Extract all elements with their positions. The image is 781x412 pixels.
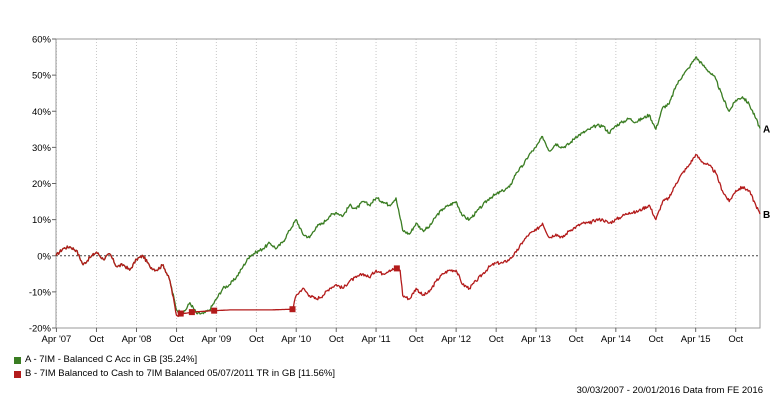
x-tick-label: Apr '11: [362, 334, 391, 345]
x-tick-label: Oct: [409, 334, 424, 345]
legend-label-a: A - 7IM - Balanced C Acc in GB [35.24%]: [25, 354, 198, 365]
y-tick-label: -10%: [29, 287, 52, 298]
x-tick-label: Apr '07: [42, 334, 72, 345]
x-tick-label: Apr '09: [201, 334, 231, 345]
chart-legend: A - 7IM - Balanced C Acc in GB [35.24%] …: [14, 353, 335, 381]
x-tick-label: Oct: [489, 334, 504, 345]
series-end-label-b: B: [763, 210, 770, 221]
x-tick-label: Oct: [329, 334, 344, 345]
x-tick-label: Oct: [249, 334, 264, 345]
y-tick-label: 0%: [37, 251, 51, 262]
switch-marker: [188, 309, 195, 316]
x-tick-label: Apr '10: [281, 334, 311, 345]
x-tick-label: Apr '13: [521, 334, 551, 345]
switch-marker: [211, 307, 218, 314]
x-tick-label: Oct: [648, 334, 663, 345]
switch-marker: [177, 310, 184, 317]
legend-item-a: A - 7IM - Balanced C Acc in GB [35.24%]: [14, 353, 335, 367]
legend-swatch-a: [14, 356, 21, 364]
y-tick-label: 30%: [32, 143, 52, 154]
x-tick-label: Oct: [89, 334, 104, 345]
y-tick-label: 40%: [32, 107, 52, 118]
legend-swatch-b: [14, 370, 21, 378]
x-tick-label: Apr '12: [441, 334, 471, 345]
switch-marker: [393, 265, 400, 272]
switch-marker: [289, 306, 296, 313]
chart-svg: -20% -10% 0% 10% 20% 30% 40% 50% 60% Apr '07 Oct Ap…: [29, 35, 770, 346]
y-tick-label: -20%: [29, 324, 52, 335]
x-tick-label: Oct: [728, 334, 743, 345]
x-tick-label: Apr '14: [601, 334, 631, 345]
series-end-label-a: A: [763, 124, 770, 135]
plot-area-frame: [55, 38, 761, 329]
y-tick-label: 60%: [32, 35, 52, 46]
y-tick-label: 50%: [32, 71, 52, 82]
y-tick-label: 20%: [32, 179, 52, 190]
series-line-b: [55, 153, 761, 318]
legend-label-b: B - 7IM Balanced to Cash to 7IM Balanced…: [25, 368, 335, 379]
date-range-source-note: 30/03/2007 - 20/01/2016 Data from FE 201…: [576, 385, 763, 396]
x-tick-label: Oct: [569, 334, 584, 345]
x-tick-label: Oct: [169, 334, 184, 345]
x-tick-label: Apr '15: [681, 334, 711, 345]
y-tick-label: 10%: [32, 215, 52, 226]
legend-item-b: B - 7IM Balanced to Cash to 7IM Balanced…: [14, 367, 335, 381]
series-line-a: [55, 56, 761, 315]
x-tick-label: Apr '08: [122, 334, 152, 345]
